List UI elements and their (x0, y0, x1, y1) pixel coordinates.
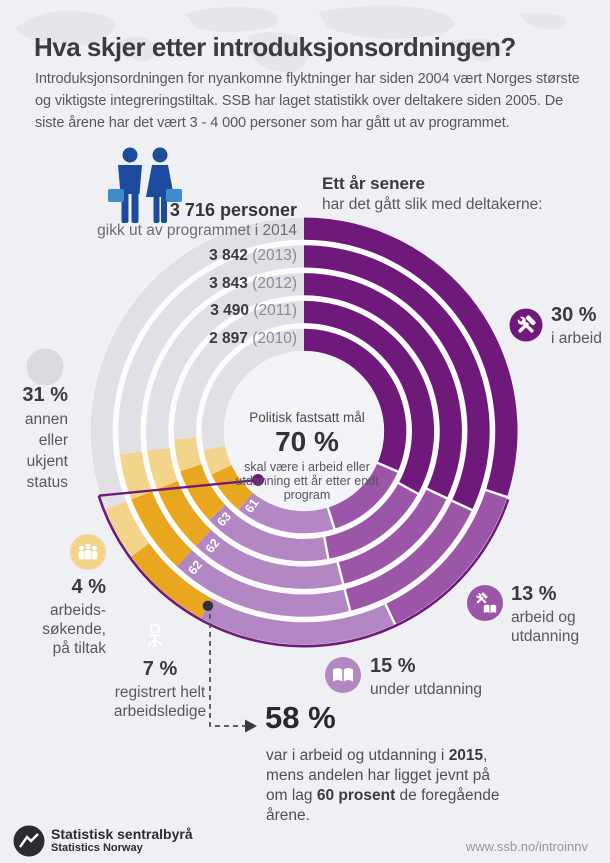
chart-heading-bold: Ett år senere (322, 174, 425, 193)
target-dot (252, 474, 264, 486)
source-url-link[interactable]: www.ssb.no/introinnv (465, 839, 588, 854)
legend-unemployed-pct: 7 % (142, 658, 178, 680)
target-value: 70 % (275, 426, 339, 457)
page-title: Hva skjer etter introduksjonsordningen? (34, 32, 516, 62)
arrow-right-icon (245, 719, 257, 733)
ring-pct-label: 62 (203, 536, 223, 556)
legend-education: 15 % under utdanning (370, 655, 482, 699)
cohort-count: 3 843 (209, 275, 248, 292)
intro-paragraph: Introduksjonsordningen for nyankomne fly… (35, 71, 580, 131)
man-figure-icon (118, 147, 142, 223)
callout-58-text: var i arbeid og utdanning i 2015, mens a… (266, 746, 514, 826)
cohort-2011-row: 3 490 (2011) (210, 302, 297, 320)
ring-pct-label: 61 (242, 496, 261, 515)
world-map (15, 5, 567, 73)
cohort-2012-row: 3 843 (2012) (209, 275, 297, 293)
callout-58-dot (202, 600, 214, 611)
legend-work-education-label: arbeid og utdanning (511, 609, 580, 645)
target-caption: skal være i arbeid eller utdanning ett å… (235, 460, 379, 502)
callout-58-part: de foregående årene. (266, 787, 500, 824)
cohort-2014-label: 3 716 personer gikk ut av programmet i 2… (97, 200, 297, 240)
legend-other-status: 31 % annen eller ukjent status (22, 384, 68, 493)
target-kicker: Politisk fastsatt mål (249, 410, 365, 425)
callout-58-bold-year: 2015 (448, 747, 484, 764)
briefcase-icon (166, 189, 182, 202)
ssb-name-no: Statistisk sentralbyrå (51, 826, 193, 842)
legend-other-status-label: annen eller ukjent status (24, 411, 68, 491)
cohort-year: (2012) (252, 275, 297, 292)
cohort-2014-caption: gikk ut av programmet i 2014 (97, 222, 297, 239)
legend-work-pct: 30 % (551, 304, 597, 326)
cohort-count: 2 897 (209, 330, 248, 347)
legend-unemployed: 7 % registrert helt arbeidsledige (100, 658, 220, 721)
legend-education-label: under utdanning (370, 681, 483, 698)
woman-figure-icon (146, 147, 174, 223)
target-70-label: Politisk fastsatt mål 70 % skal være i a… (197, 410, 417, 502)
cohort-year: (2010) (252, 330, 297, 347)
legend-job-seeker-label: arbeids- søkende, på tiltak (42, 602, 106, 657)
legend-work-education: 13 % arbeid og utdanning (511, 583, 579, 646)
target-line (98, 478, 259, 497)
cohort-2013-row: 3 842 (2013) (209, 247, 297, 265)
target-70-marker (97, 474, 510, 648)
work-and-education-icon (467, 585, 503, 621)
callout-58-bold-pct: 60 prosent (316, 787, 396, 804)
legend-work-education-pct: 13 % (511, 583, 557, 605)
legend-other-status-pct: 31 % (22, 384, 68, 406)
other-status-icon (26, 348, 64, 386)
education-icon (325, 657, 361, 693)
legend-work-label: i arbeid (551, 330, 602, 347)
legend-job-seeker: 4 % arbeids- søkende, på tiltak (42, 576, 106, 658)
cohort-count: 3 842 (209, 247, 248, 264)
cohort-2014-count: 3 716 personer (169, 200, 297, 220)
cohort-year: (2013) (252, 247, 297, 264)
legend-job-seeker-pct: 4 % (71, 576, 106, 598)
legend-unemployed-label: registrert helt arbeidsledige (113, 684, 207, 720)
chart-heading: Ett år senere har det gått slik med delt… (322, 174, 543, 214)
briefcase-icon (108, 189, 124, 202)
cohort-year: (2011) (253, 302, 297, 319)
chart-heading-rest: har det gått slik med deltakerne: (322, 196, 543, 213)
target-outline-arc (97, 495, 510, 648)
callout-58-part: , mens andelen har ligget jevnt på om la… (266, 747, 491, 804)
callout-58-part: var i arbeid og utdanning i (266, 747, 449, 764)
people-icon (108, 147, 182, 223)
legend-work: 30 % i arbeid (551, 304, 602, 348)
work-icon (509, 308, 543, 342)
job-seeker-icon (70, 534, 106, 570)
cohort-count: 3 490 (210, 302, 250, 319)
ring-pct-label: 62 (185, 558, 205, 578)
unemployed-chair-icon (147, 624, 163, 648)
ssb-name-en: Statistics Norway (51, 842, 143, 854)
ssb-logo (13, 825, 45, 857)
cohort-2010-row: 2 897 (2010) (209, 330, 297, 348)
legend-education-pct: 15 % (370, 655, 416, 677)
ssb-wordmark: Statistisk sentralbyrå Statistics Norway (51, 826, 193, 854)
callout-58-value: 58 % (265, 700, 336, 735)
callout-58-connector (202, 600, 257, 733)
